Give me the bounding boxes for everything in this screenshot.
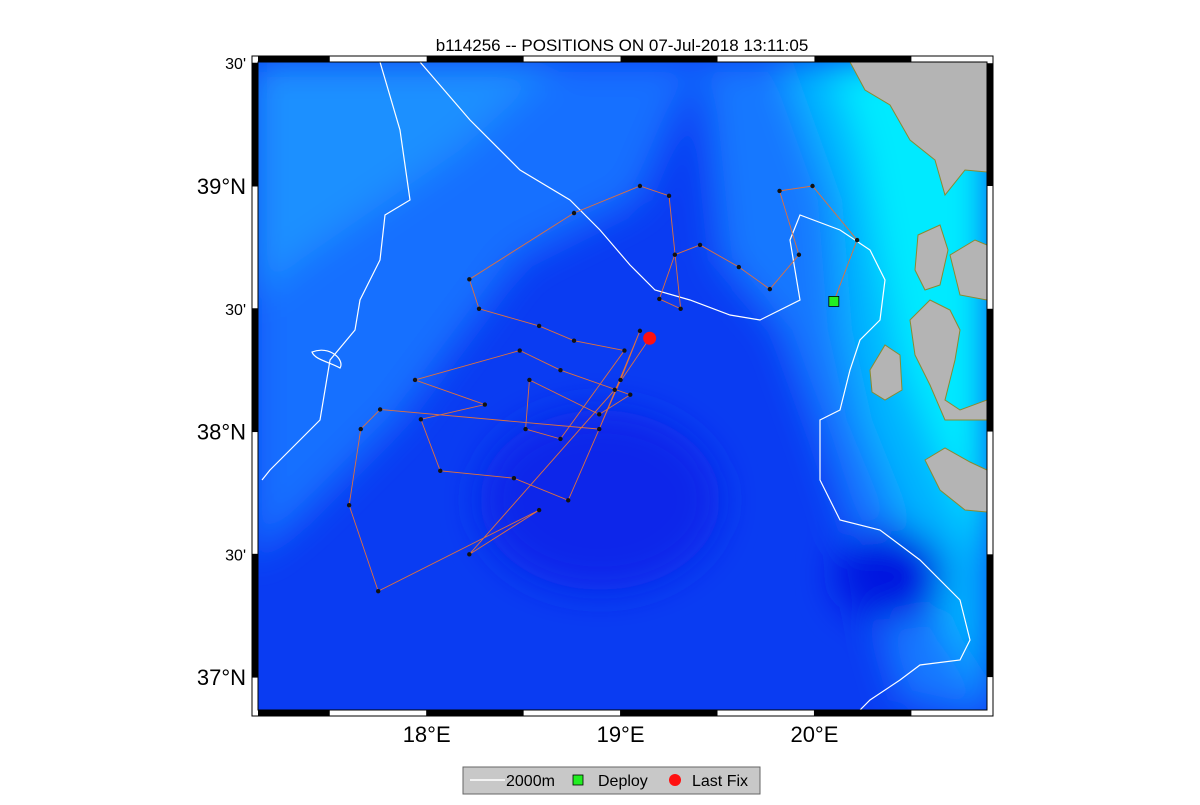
position-fix [467,552,472,557]
border-segment [987,63,993,187]
x-tick-label: 19°E [597,722,645,747]
y-tick-label: 30' [225,547,246,564]
y-tick-label: 38°N [197,420,246,445]
map-title: b114256 -- POSITIONS ON 07-Jul-2018 13:1… [436,36,809,55]
position-fix [536,323,542,329]
border-segment [620,710,718,716]
axes: 18°E 19°E 20°E 30' 39°N 30' 38°N 30' 37°N [197,56,839,747]
position-fix [597,412,602,417]
border-segment [814,710,912,716]
border-segment [814,56,912,62]
position-fix [666,193,672,199]
legend-label: Deploy [598,773,648,790]
position-fix [418,417,424,422]
legend-lastfix-swatch [669,774,681,786]
x-tick-label: 18°E [403,722,451,747]
border-segment [620,56,718,62]
position-fix [527,377,532,383]
position-fix [777,188,782,194]
x-tick-label: 20°E [790,722,838,747]
position-fix [736,264,742,270]
position-fix [558,436,563,442]
position-fix [672,252,678,257]
position-fix [571,210,577,216]
position-fix [637,183,643,189]
last-fix-marker [643,331,657,345]
track [346,183,860,594]
position-fix [796,252,802,257]
border-segment [426,710,524,716]
border-segment [252,554,258,678]
position-fix [358,426,363,432]
legend-deploy-swatch [572,774,584,786]
bathymetry [258,62,987,710]
position-fix [467,277,472,282]
position-fix [412,377,418,383]
border-segment [252,308,258,432]
legend-box [462,766,761,795]
legend-label: 2000m [506,773,555,790]
position-fix [657,296,662,302]
position-fix [618,377,623,383]
position-fix [536,507,542,513]
position-fix [511,476,517,481]
y-tick-label: 30' [225,302,246,319]
position-fix [637,328,643,334]
position-fix [346,503,352,508]
position-fix [810,183,815,189]
y-tick-label: 39°N [197,174,246,199]
border-outline [251,55,994,717]
position-fix [571,338,577,343]
position-fix [854,237,860,243]
position-fix [566,498,571,503]
y-tick-label: 30' [225,56,246,73]
scale-border [251,55,994,717]
legend-label: Last Fix [692,773,748,790]
position-fix [558,367,563,373]
legend: 2000m Deploy Last Fix [462,766,761,795]
border-segment [426,56,524,62]
position-fix [697,242,703,248]
y-tick-label: 37°N [197,665,246,690]
border-segment [258,56,330,62]
border-segment [987,554,993,678]
position-fix [597,426,602,432]
position-fix [628,392,633,397]
border-segment [258,710,330,716]
position-fix [523,426,528,432]
deploy-marker [828,296,840,307]
border-segment [987,308,993,432]
position-fix [622,348,627,353]
position-fix [476,306,482,311]
position-fix [517,348,522,353]
position-fix [377,407,383,412]
position-fix [678,306,683,311]
position-fix [376,588,381,594]
position-fix [438,468,443,474]
position-fix [612,387,617,393]
border-segment [252,63,258,187]
position-fix [482,402,488,407]
position-fix [767,286,773,292]
